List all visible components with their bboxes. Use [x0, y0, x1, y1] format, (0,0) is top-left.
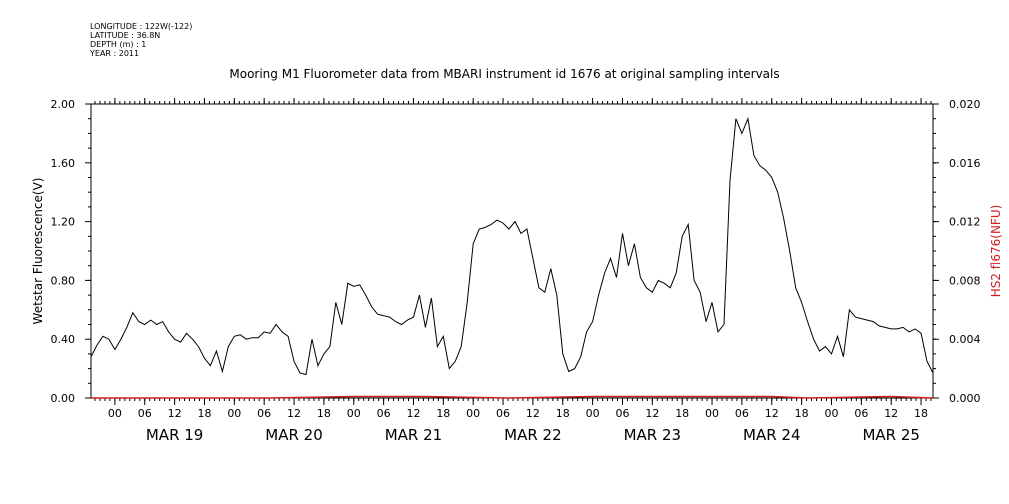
x-hour-label: 00 [824, 407, 838, 420]
fluorescence-line [90, 116, 934, 376]
depth-label: DEPTH (m) : 1 [90, 40, 147, 49]
y2-tick-label: 0.000 [949, 392, 981, 405]
x-day-label: MAR 24 [743, 426, 800, 444]
x-hour-label: 06 [377, 407, 391, 420]
x-hour-label: 06 [496, 407, 510, 420]
x-day-label: MAR 20 [265, 426, 322, 444]
y2-axis-label: HS2 fl676(NFU) [989, 205, 1003, 298]
x-hour-label: 18 [197, 407, 211, 420]
y-tick-label: 0.40 [51, 333, 76, 346]
fl676-line [91, 395, 934, 399]
x-hour-label: 12 [168, 407, 182, 420]
x-hour-label: 06 [615, 407, 629, 420]
x-hour-label: 18 [556, 407, 570, 420]
x-hour-label: 18 [914, 407, 928, 420]
longitude-label: LONGITUDE : 122W(-122) [90, 22, 193, 31]
x-day-label: MAR 23 [624, 426, 681, 444]
x-hour-label: 12 [287, 407, 301, 420]
y2-tick-label: 0.020 [949, 98, 981, 111]
x-hour-label: 00 [586, 407, 600, 420]
y-tick-label: 2.00 [51, 98, 76, 111]
x-day-label: MAR 19 [146, 426, 203, 444]
y2-tick-label: 0.016 [949, 157, 981, 170]
x-hour-label: 12 [406, 407, 420, 420]
x-day-label: MAR 25 [862, 426, 919, 444]
x-hour-label: 00 [466, 407, 480, 420]
y2-tick-label: 0.004 [949, 333, 981, 346]
x-hour-label: 06 [138, 407, 152, 420]
x-hour-label: 00 [705, 407, 719, 420]
x-hour-label: 18 [795, 407, 809, 420]
x-hour-label: 12 [765, 407, 779, 420]
x-hour-label: 12 [884, 407, 898, 420]
y-tick-label: 0.00 [51, 392, 76, 405]
x-hour-label: 12 [526, 407, 540, 420]
chart-title: Mooring M1 Fluorometer data from MBARI i… [229, 67, 780, 81]
latitude-label: LATITUDE : 36.8N [90, 31, 161, 40]
x-hour-label: 00 [227, 407, 241, 420]
y2-tick-label: 0.012 [949, 216, 981, 229]
x-day-label: MAR 21 [385, 426, 442, 444]
y-axis-label: Wetstar Fluorescence(V) [31, 178, 45, 325]
y2-tick-label: 0.008 [949, 274, 981, 287]
x-hour-label: 00 [347, 407, 361, 420]
x-hour-label: 18 [436, 407, 450, 420]
year-label: YEAR : 2011 [90, 49, 140, 58]
x-hour-label: 06 [735, 407, 749, 420]
y-tick-label: 1.20 [51, 216, 76, 229]
y-tick-label: 0.80 [51, 274, 76, 287]
x-day-label: MAR 22 [504, 426, 561, 444]
x-hour-label: 12 [645, 407, 659, 420]
x-hour-label: 18 [675, 407, 689, 420]
y-tick-label: 1.60 [51, 157, 76, 170]
x-hour-label: 00 [108, 407, 122, 420]
x-hour-label: 06 [257, 407, 271, 420]
x-hour-label: 18 [317, 407, 331, 420]
x-hour-label: 06 [854, 407, 868, 420]
metadata-block: LONGITUDE : 122W(-122) LATITUDE : 36.8N … [90, 22, 192, 58]
